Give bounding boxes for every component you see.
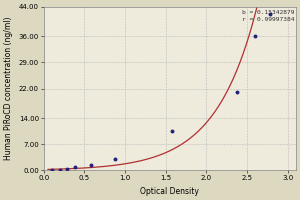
X-axis label: Optical Density: Optical Density	[140, 187, 199, 196]
Y-axis label: Human PiRoCD concentration (ng/ml): Human PiRoCD concentration (ng/ml)	[4, 17, 13, 160]
Point	[267, 13, 272, 16]
Point	[58, 168, 62, 171]
Point	[64, 167, 69, 171]
Point	[88, 163, 93, 166]
Point	[170, 130, 175, 133]
Point	[253, 35, 258, 38]
Point	[50, 168, 54, 172]
Text: b = 0.15342879
r = 0.99997384: b = 0.15342879 r = 0.99997384	[242, 10, 294, 22]
Point	[72, 166, 77, 169]
Point	[113, 157, 118, 160]
Point	[235, 91, 240, 94]
